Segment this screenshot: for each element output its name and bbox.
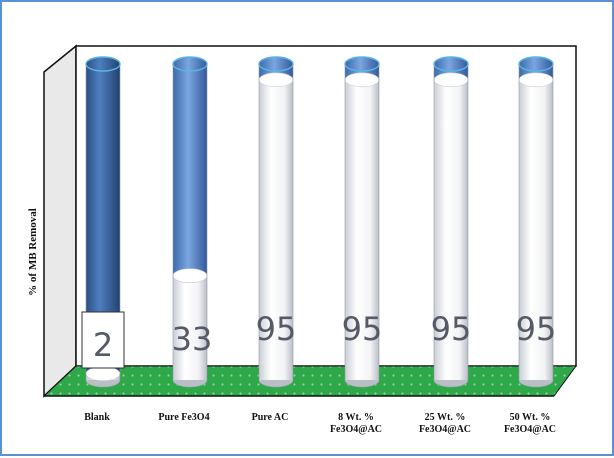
y-axis-label: % of MB Removal [27, 208, 39, 296]
value-label: 2 [93, 326, 113, 364]
bar-cylinder [518, 56, 554, 388]
bars-group: 2 33 95 95 95 95 [81, 56, 557, 388]
x-tick-label: 25 Wt. % [425, 412, 466, 423]
x-tick-labels: Blank Pure Fe3O4 Pure AC 8 Wt. %Fe3O4@AC25 … [84, 412, 556, 435]
value-label: 95 [516, 310, 557, 348]
x-tick-label: Blank [84, 412, 110, 423]
bar-cylinder [172, 56, 208, 388]
x-tick-label: Fe3O4@AC [504, 424, 556, 435]
x-tick-label: 50 Wt. % [510, 412, 551, 423]
x-tick-label: Pure AC [252, 412, 289, 423]
x-tick-label: 8 Wt. % [338, 412, 374, 423]
chart-back-wall [75, 45, 577, 367]
bar-cylinder [344, 56, 380, 388]
value-label: 95 [256, 310, 297, 348]
value-label: 95 [431, 310, 472, 348]
value-label: 33 [172, 320, 213, 358]
chart-side-wall [43, 44, 77, 398]
x-tick-label: Pure Fe3O4 [158, 412, 209, 423]
bar-cylinder [433, 56, 469, 388]
chart-floor [42, 365, 577, 397]
value-label-box [81, 311, 125, 369]
x-tick-label: Fe3O4@AC [330, 424, 382, 435]
x-tick-label: Fe3O4@AC [419, 424, 471, 435]
bar-cylinder [258, 56, 294, 388]
value-label: 95 [342, 310, 383, 348]
